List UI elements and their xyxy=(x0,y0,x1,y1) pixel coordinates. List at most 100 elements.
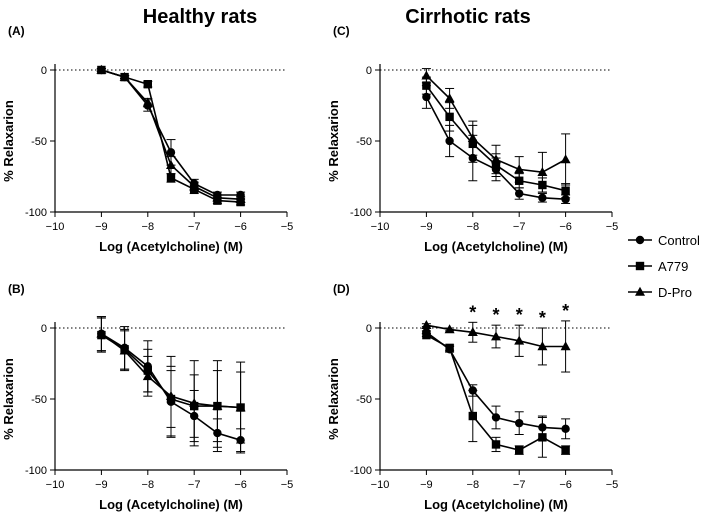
point-a-a779-2 xyxy=(143,80,152,89)
point-c-d-pro-6 xyxy=(560,154,571,164)
point-a-d-pro-6 xyxy=(235,194,246,204)
x-tick-label-c-3: −7 xyxy=(513,221,526,233)
point-b-d-pro-3 xyxy=(166,390,176,400)
panel-d: (D) −10 −9 −8 −7 −6 −5 0 -50 -100 Log (Acetylcholi… xyxy=(326,282,618,512)
point-c-control-5 xyxy=(538,193,547,202)
y-tick-label-d-1: -50 xyxy=(356,394,372,406)
x-tick-label-b-4: −6 xyxy=(234,479,247,491)
healthy-title: Healthy rats xyxy=(143,6,258,28)
x-tick-label-a-5: −5 xyxy=(281,221,294,233)
panel-label-d: (D) xyxy=(333,282,350,296)
point-b-d-pro-1 xyxy=(119,345,130,355)
point-c-d-pro-3 xyxy=(491,154,501,164)
point-d-d-pro-1 xyxy=(444,324,455,334)
point-d-a779-4 xyxy=(515,445,524,455)
x-axis-label-d: Log (Acetylcholine) (M) xyxy=(424,497,568,512)
panel-b: (B) −10 −9 −8 −7 −6 −5 0 -50 -100 Log (Acetylcholi… xyxy=(1,282,293,512)
significance-star-2: * xyxy=(516,305,523,325)
point-a-d-pro-4 xyxy=(189,181,200,191)
panel-c: (C) −10 −9 −8 −7 −6 −5 0 -50 -100 Log (Acetylcholi… xyxy=(326,24,618,254)
legend: Control A779 D-Pro xyxy=(628,233,700,300)
legend-item-control: Control xyxy=(628,233,700,248)
legend-marker-a779 xyxy=(635,261,645,271)
x-tick-label-b-3: −7 xyxy=(188,479,201,491)
legend-label-d-pro: D-Pro xyxy=(658,285,692,300)
y-tick-label-b-1: -50 xyxy=(31,394,47,406)
point-b-d-pro-5 xyxy=(212,400,223,410)
x-tick-label-a-3: −7 xyxy=(188,221,201,233)
legend-label-a779: A779 xyxy=(658,259,688,274)
point-b-d-pro-6 xyxy=(235,402,246,412)
point-a-d-pro-5 xyxy=(212,192,223,202)
x-tick-label-c-4: −6 xyxy=(559,221,572,233)
x-tick-label-d-3: −7 xyxy=(513,479,526,491)
point-c-control-1 xyxy=(445,136,454,146)
point-c-d-pro-4 xyxy=(514,164,525,174)
point-d-a779-0 xyxy=(422,330,431,340)
point-d-control-3 xyxy=(491,413,501,422)
series-d-a779 xyxy=(421,330,571,458)
y-axis-label-c: % Relaxarion xyxy=(326,100,341,182)
y-tick-label-a-1: -50 xyxy=(31,136,47,148)
panel-label-a: (A) xyxy=(8,24,25,38)
point-c-control-0 xyxy=(422,92,431,102)
legend-marker-control xyxy=(635,235,645,245)
point-b-d-pro-0 xyxy=(96,328,107,338)
legend-marker-d-pro xyxy=(635,286,645,296)
x-tick-label-d-5: −5 xyxy=(606,479,619,491)
x-tick-label-c-5: −5 xyxy=(606,221,619,233)
point-d-a779-5 xyxy=(538,433,547,442)
point-d-d-pro-4 xyxy=(514,335,525,345)
x-tick-label-d-1: −9 xyxy=(420,479,433,491)
series-c-d-pro xyxy=(421,68,571,193)
x-tick-label-d-0: −10 xyxy=(371,479,390,491)
point-d-d-pro-6 xyxy=(560,341,571,351)
point-a-control-3 xyxy=(166,148,176,157)
x-tick-label-d-4: −6 xyxy=(559,479,572,491)
y-tick-label-c-2: -100 xyxy=(350,207,372,219)
point-d-a779-3 xyxy=(491,440,501,449)
point-b-d-pro-2 xyxy=(142,371,153,381)
x-tick-label-a-1: −9 xyxy=(95,221,108,233)
point-d-d-pro-2 xyxy=(467,327,478,337)
y-tick-label-a-0: 0 xyxy=(41,65,47,77)
point-c-a779-6 xyxy=(561,186,570,195)
point-a-d-pro-0 xyxy=(96,64,107,74)
point-c-a779-0 xyxy=(422,81,431,90)
point-d-d-pro-5 xyxy=(537,341,548,351)
point-d-a779-2 xyxy=(468,411,477,421)
point-a-a779-3 xyxy=(166,173,176,183)
series-a-a779 xyxy=(96,65,246,207)
significance-star-3: * xyxy=(539,308,546,328)
x-tick-label-c-2: −8 xyxy=(467,221,480,233)
point-a-d-pro-3 xyxy=(166,159,176,169)
point-d-control-4 xyxy=(515,418,524,428)
x-tick-label-c-1: −9 xyxy=(420,221,433,233)
significance-star-0: * xyxy=(469,302,476,322)
legend-item-d-pro: D-Pro xyxy=(628,285,692,300)
significance-star-1: * xyxy=(492,305,499,325)
panel-label-c: (C) xyxy=(333,24,350,38)
point-c-control-4 xyxy=(515,189,524,198)
panel-label-b: (B) xyxy=(8,282,25,296)
y-tick-label-d-0: 0 xyxy=(366,323,372,335)
x-tick-label-d-2: −8 xyxy=(467,479,480,491)
y-tick-label-b-2: -100 xyxy=(25,465,47,477)
y-tick-label-b-0: 0 xyxy=(41,323,47,335)
y-tick-label-c-0: 0 xyxy=(366,65,372,77)
legend-label-control: Control xyxy=(658,233,700,248)
y-tick-label-c-1: -50 xyxy=(356,136,372,148)
point-c-control-6 xyxy=(561,195,570,204)
y-tick-label-d-2: -100 xyxy=(350,465,372,477)
cirrhotic-title: Cirrhotic rats xyxy=(405,6,531,28)
y-axis-label-b: % Relaxarion xyxy=(1,358,16,440)
x-tick-label-c-0: −10 xyxy=(371,221,390,233)
point-a-d-pro-1 xyxy=(119,71,130,81)
point-d-a779-1 xyxy=(445,343,454,353)
x-tick-label-a-2: −8 xyxy=(142,221,155,233)
series-a-d-pro xyxy=(96,64,246,204)
x-tick-label-a-4: −6 xyxy=(234,221,247,233)
point-b-d-pro-4 xyxy=(189,398,200,408)
significance-star-4: * xyxy=(562,301,569,321)
